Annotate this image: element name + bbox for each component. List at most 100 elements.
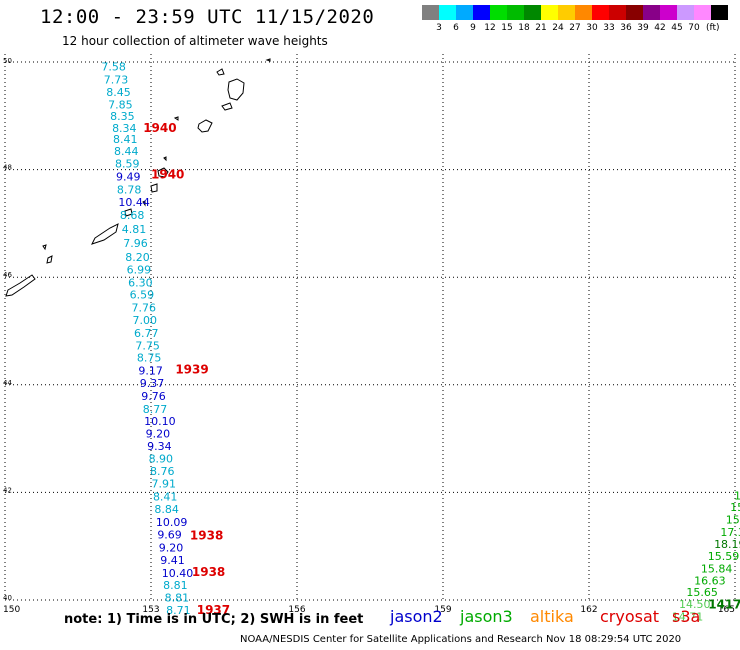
legend-label: 9 <box>470 23 476 33</box>
footer-note: note: 1) Time is in UTC; 2) SWH is in fe… <box>64 612 364 627</box>
coastline-island <box>197 119 213 133</box>
wave-height-value: 8.41 <box>113 133 138 146</box>
wave-height-value: 8.78 <box>117 183 142 196</box>
wave-height-value: 6.59 <box>130 289 155 302</box>
legend-swatch <box>473 5 490 20</box>
legend-label: 27 <box>569 23 581 33</box>
coastline-island <box>163 156 167 162</box>
coastline-island <box>173 116 179 121</box>
time-label: 1938 <box>190 529 223 543</box>
x-tick-label: 159 <box>434 605 451 615</box>
legend-swatch <box>609 5 626 20</box>
legend-label: 70 <box>688 23 700 33</box>
coastline-island <box>150 183 158 193</box>
satellite-name-jason2: jason2 <box>390 607 443 626</box>
coastline-island <box>42 244 47 251</box>
x-tick-label: 156 <box>288 605 305 615</box>
wave-height-value: 8.71 <box>166 604 191 617</box>
legend-swatch <box>660 5 677 20</box>
wave-height-value: 7.96 <box>123 237 148 250</box>
wave-height-value: 14.71 <box>672 610 704 623</box>
wave-height-value: 7.76 <box>132 302 157 315</box>
legend-swatch <box>422 5 439 20</box>
time-label: 1940 <box>143 121 176 135</box>
legend-label: 3 <box>436 23 442 33</box>
legend-label: 36 <box>620 23 632 33</box>
chart-title: 12:00 - 23:59 UTC 11/15/2020 <box>40 6 375 28</box>
chart-subtitle: 12 hour collection of altimeter wave hei… <box>62 34 328 48</box>
legend-swatch <box>711 5 728 20</box>
legend-label: 42 <box>654 23 666 33</box>
satellite-name-s3a: s3a <box>672 607 701 626</box>
legend-swatch <box>456 5 473 20</box>
coastline-island <box>227 78 245 101</box>
wave-height-value: 9.37 <box>140 377 165 390</box>
wave-height-value: 15 <box>734 489 740 502</box>
wave-height-value: 8.20 <box>125 251 150 264</box>
y-tick-label: 48 <box>3 164 12 172</box>
wave-height-value: 6.77 <box>134 327 159 340</box>
satellite-name-jason3: jason3 <box>460 607 513 626</box>
wave-height-value: 8.84 <box>154 503 179 516</box>
wave-height-value: 8.77 <box>143 403 168 416</box>
wave-height-value: 7.73 <box>104 74 129 87</box>
wave-height-value: 7.85 <box>108 98 133 111</box>
legend-swatch <box>541 5 558 20</box>
satellite-name-altika: altika <box>530 607 574 626</box>
wave-height-value: 9.34 <box>147 440 172 453</box>
legend-label: 33 <box>603 23 615 33</box>
wave-height-value: 15.84 <box>701 563 733 576</box>
legend-label: 12 <box>484 23 496 33</box>
time-label: 1938 <box>192 565 225 579</box>
legend-swatch <box>592 5 609 20</box>
legend-swatch <box>558 5 575 20</box>
coastline-island <box>216 68 225 76</box>
coastline-island <box>157 167 169 178</box>
wave-height-value: 7.91 <box>151 478 176 491</box>
coastline-island <box>265 58 271 62</box>
x-tick-label: 162 <box>580 605 597 615</box>
wave-height-value: 16.63 <box>694 574 726 587</box>
legend-swatch <box>439 5 456 20</box>
wave-height-value: 15.59 <box>708 550 740 563</box>
legend-label: 39 <box>637 23 649 33</box>
wave-height-points: 7.587.738.457.858.358.348.418.448.599.49… <box>101 61 740 624</box>
legend-label: 18 <box>518 23 530 33</box>
coastline-island <box>91 223 119 245</box>
wave-height-value: 4.81 <box>122 223 147 236</box>
legend-unit: (ft) <box>706 23 720 33</box>
wave-height-value: 8.81 <box>163 579 188 592</box>
legend-swatch <box>677 5 694 20</box>
wave-height-value: 9.49 <box>116 170 140 183</box>
wave-height-value: 8.76 <box>150 465 175 478</box>
wave-height-value: 10.09 <box>156 516 188 529</box>
x-tick-label: 153 <box>142 605 159 615</box>
coastline-island <box>142 200 146 207</box>
wave-height-value: 9.20 <box>159 542 184 555</box>
wave-height-value: 8.75 <box>137 352 162 365</box>
wave-height-value: 15.99 <box>726 514 740 527</box>
wave-height-value: 8.81 <box>165 592 190 605</box>
wave-height-value: 8.34 <box>112 122 137 135</box>
legend-label: 30 <box>586 23 598 33</box>
time-label: 1940 <box>151 168 184 182</box>
wave-height-value: 8.41 <box>153 490 178 503</box>
legend-swatch <box>507 5 524 20</box>
wave-height-value: 9.17 <box>138 365 163 378</box>
wave-height-value: 10.10 <box>144 415 176 428</box>
credit-line: NOAA/NESDIS Center for Satellite Applica… <box>240 634 682 645</box>
time-label: 1417 <box>708 598 740 612</box>
wave-height-value: 15. <box>730 501 740 514</box>
legend-label: 15 <box>501 23 513 33</box>
wave-height-value: 10.40 <box>162 567 194 580</box>
legend-label: 45 <box>671 23 683 33</box>
wave-height-value: 10.44 <box>118 196 150 209</box>
legend-swatch <box>524 5 541 20</box>
legend-label: 21 <box>535 23 547 33</box>
coastline-island <box>46 255 53 264</box>
y-tick-label: 42 <box>3 486 12 494</box>
wave-height-value: 8.45 <box>106 86 131 99</box>
coastlines <box>5 58 271 297</box>
wave-height-value: 17.32 <box>720 526 740 539</box>
